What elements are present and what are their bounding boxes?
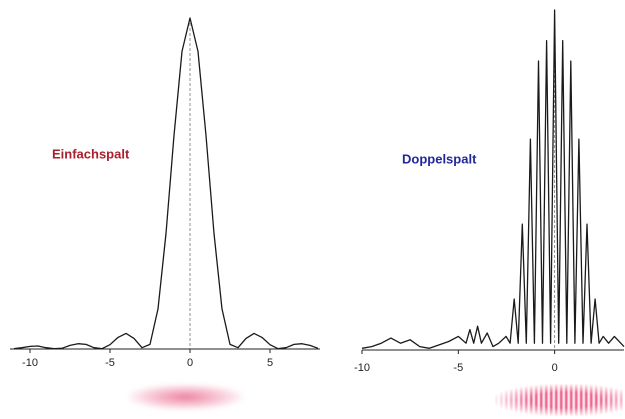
x-tick-label: -5: [105, 357, 115, 369]
x-tick-label: 0: [187, 357, 193, 369]
x-tick-label: -10: [22, 357, 38, 369]
x-tick-label: 0: [552, 362, 558, 374]
x-tick-label: -5: [453, 362, 463, 374]
chart-title: Doppelspalt: [402, 151, 477, 166]
chart-title: Einfachspalt: [52, 146, 130, 161]
line-series: [361, 9, 625, 349]
line-series: [13, 17, 319, 350]
x-tick-label: 5: [267, 357, 273, 369]
double-slit-pattern: [495, 384, 623, 416]
single-slit-pattern: [128, 384, 243, 410]
x-tick-label: -10: [354, 362, 370, 374]
